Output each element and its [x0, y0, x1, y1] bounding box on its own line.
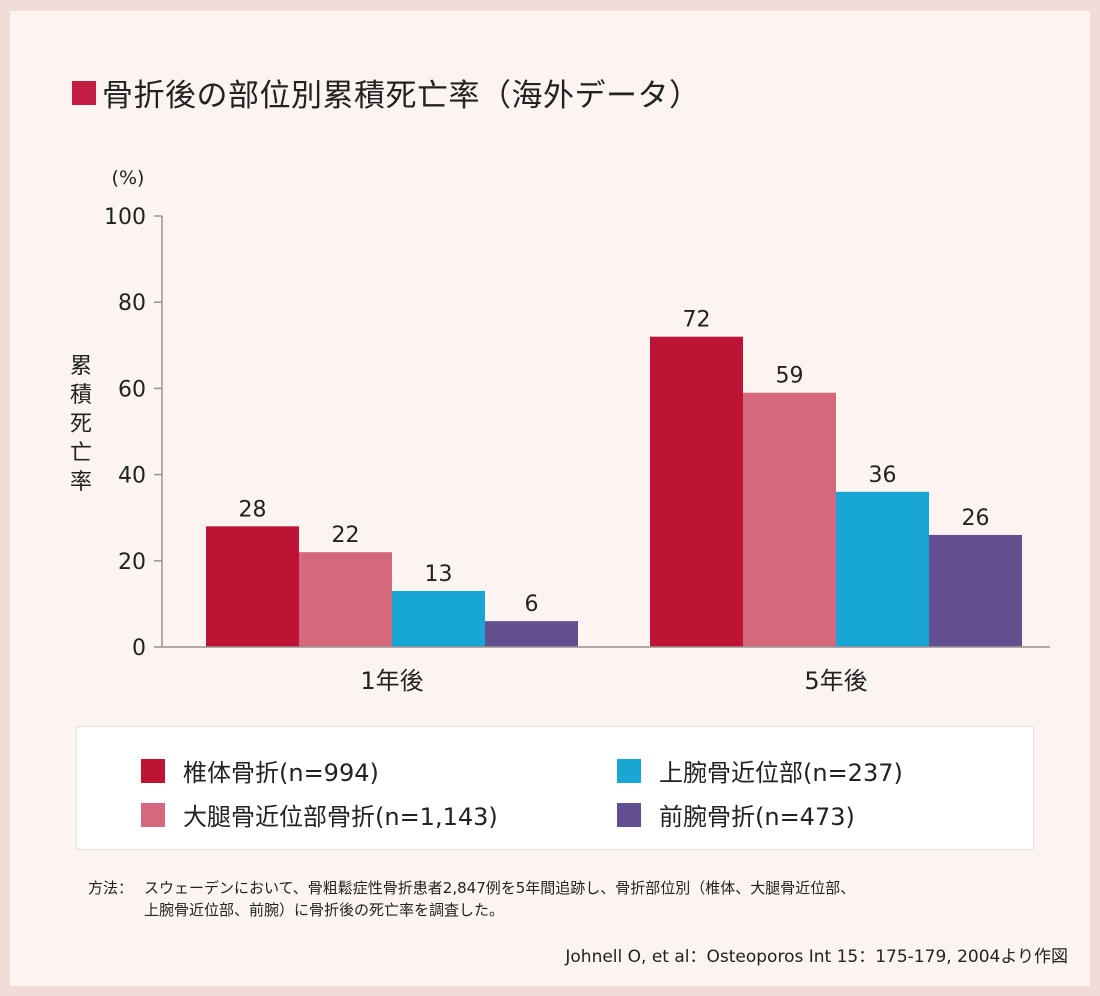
- legend-swatch-icon: [617, 802, 641, 827]
- bar: [836, 491, 929, 647]
- citation: Johnell O, et al：Osteoporos Int 15：175-1…: [565, 947, 1068, 967]
- chart-title-text: 骨折後の部位別累積死亡率（海外データ）: [102, 78, 701, 114]
- legend-swatch-icon: [141, 758, 165, 783]
- y-axis-label-char: 亡: [69, 441, 92, 466]
- y-axis-label-char: 死: [69, 412, 92, 437]
- legend: 椎体骨折(n=994) 大腿骨近位部骨折(n=1,143) 上腕骨近位部(n=2…: [76, 726, 1034, 850]
- legend-swatch-icon: [617, 758, 641, 783]
- legend-label: 前腕骨折(n=473): [659, 803, 855, 831]
- y-axis-label-char: 積: [69, 383, 92, 408]
- legend-label: 椎体骨折(n=994): [183, 759, 379, 787]
- bar: [650, 336, 743, 647]
- legend-label: 大腿骨近位部骨折(n=1,143): [183, 803, 498, 831]
- legend-item-forearm: 前腕骨折(n=473): [617, 797, 855, 832]
- legend-item-humerus: 上腕骨近位部(n=237): [617, 753, 903, 788]
- method-note: 方法： スウェーデンにおいて、骨粗鬆症性骨折患者2,847例を5年間追跡し、骨折…: [88, 877, 855, 921]
- y-unit-label: (%): [112, 167, 145, 189]
- y-axis-label: 累 積 死 亡 率: [66, 352, 96, 497]
- bar: [299, 552, 392, 647]
- legend-item-hip: 大腿骨近位部骨折(n=1,143): [141, 797, 498, 832]
- y-tick-label: 20: [118, 550, 146, 575]
- y-axis-label-char: 率: [69, 470, 92, 495]
- x-category-label: 1年後: [360, 667, 423, 695]
- y-axis: 0 20 40 60 80 100: [104, 205, 163, 661]
- bar-value-label: 22: [332, 523, 360, 548]
- title-marker-icon: [72, 80, 96, 105]
- bar: [206, 526, 299, 647]
- x-axis: 1年後 5年後: [162, 646, 1050, 695]
- method-note-line2: 上腕骨近位部、前腕）に骨折後の死亡率を調査した。: [144, 901, 505, 919]
- bar: [929, 534, 1022, 647]
- y-tick-label: 0: [132, 636, 146, 661]
- legend-label: 上腕骨近位部(n=237): [659, 759, 903, 787]
- bar-value-label: 36: [869, 463, 897, 488]
- x-category-label: 5年後: [804, 667, 867, 695]
- bar: [392, 590, 485, 647]
- bar-value-label: 13: [425, 562, 453, 587]
- legend-swatch-icon: [141, 802, 165, 827]
- y-tick-label: 100: [104, 205, 146, 230]
- chart-title: 骨折後の部位別累積死亡率（海外データ）: [72, 70, 701, 115]
- y-axis-label-char: 累: [69, 354, 92, 379]
- bar: [743, 392, 836, 647]
- method-note-line1: スウェーデンにおいて、骨粗鬆症性骨折患者2,847例を5年間追跡し、骨折部位別（…: [144, 879, 856, 897]
- bar-value-label: 28: [239, 497, 267, 522]
- y-tick-label: 80: [118, 291, 146, 316]
- bar-value-label: 59: [776, 364, 804, 389]
- bar-value-label: 26: [962, 506, 990, 531]
- bar-value-label: 72: [683, 308, 711, 333]
- bar: [485, 621, 578, 647]
- method-note-label: 方法：: [88, 879, 134, 897]
- bar-chart: (%) 0 20 40 60 80 100 28 22 13 6 72 59 36 26 1年後 5年後: [104, 167, 1050, 695]
- legend-item-vertebral: 椎体骨折(n=994): [141, 753, 379, 788]
- y-tick-label: 60: [118, 377, 146, 402]
- y-tick-label: 40: [118, 464, 146, 489]
- bars-group: 28 22 13 6 72 59 36 26: [206, 308, 1022, 647]
- bar-value-label: 6: [525, 592, 539, 617]
